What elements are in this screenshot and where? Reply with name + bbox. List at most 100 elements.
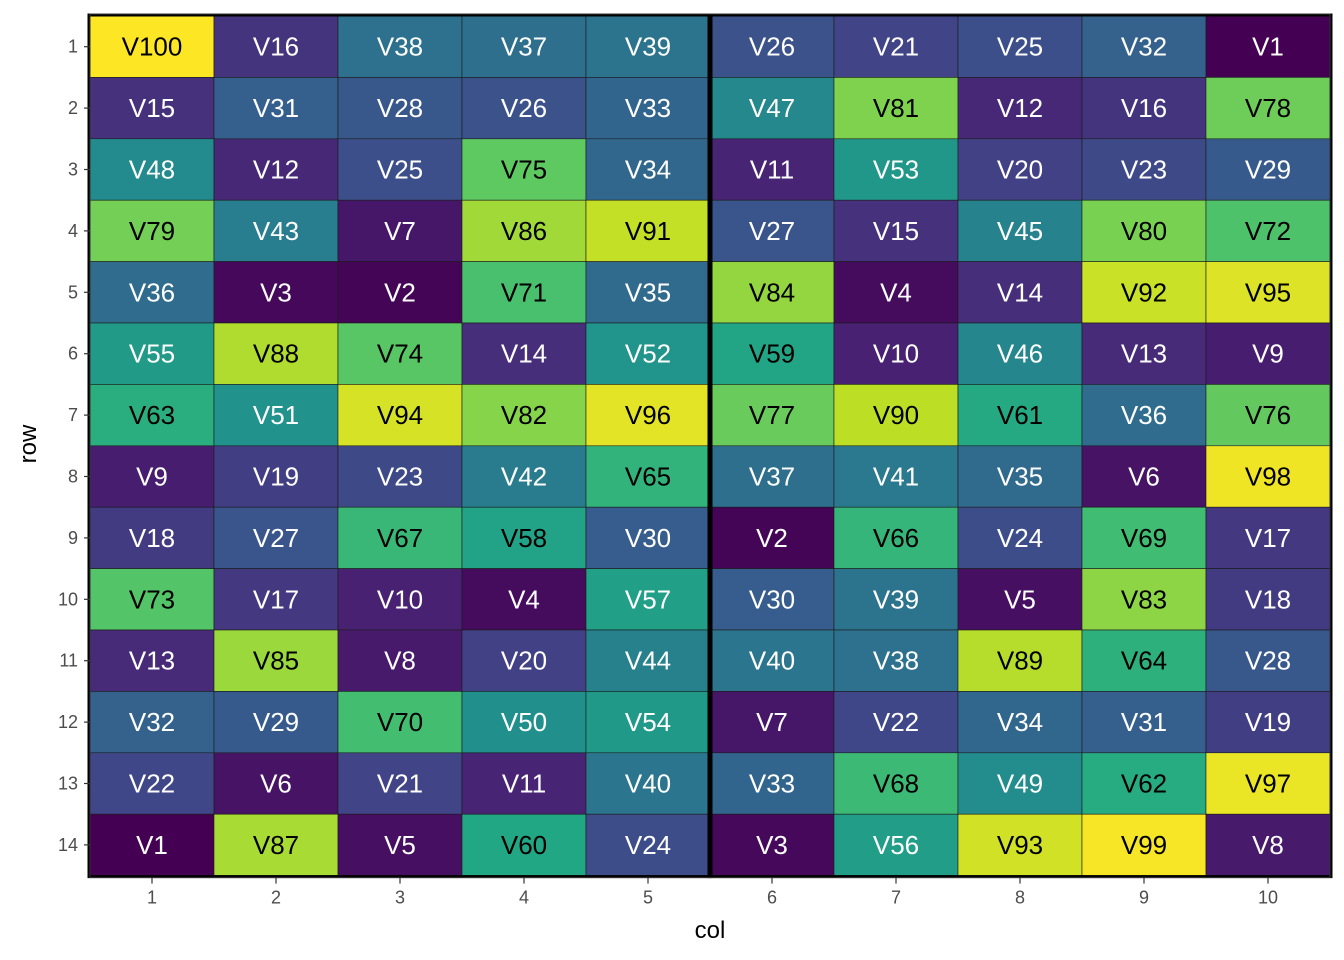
heatmap-cell bbox=[337, 568, 463, 631]
x-axis-tick-label: 2 bbox=[271, 888, 281, 908]
heatmap-cell-label: V38 bbox=[873, 646, 919, 676]
heatmap-cell bbox=[709, 568, 835, 631]
heatmap-cell bbox=[337, 445, 463, 508]
heatmap-cell-label: V96 bbox=[625, 400, 671, 430]
heatmap-cell-label: V53 bbox=[873, 155, 919, 185]
heatmap-cell bbox=[89, 261, 215, 324]
heatmap-cell bbox=[833, 199, 959, 262]
x-axis-tick-label: 8 bbox=[1015, 888, 1025, 908]
heatmap-cell-label: V56 bbox=[873, 830, 919, 860]
heatmap-cell-label: V20 bbox=[501, 646, 547, 676]
heatmap-cell-label: V49 bbox=[997, 769, 1043, 799]
heatmap-cell bbox=[709, 445, 835, 508]
heatmap-cell-label: V72 bbox=[1245, 216, 1291, 246]
heatmap-cell-label: V37 bbox=[501, 32, 547, 62]
y-axis-tick-label: 13 bbox=[58, 774, 78, 794]
y-axis-tick-label: 4 bbox=[68, 221, 78, 241]
heatmap-cell-label: V74 bbox=[377, 339, 423, 369]
heatmap-cell bbox=[337, 813, 463, 876]
y-axis-tick-label: 11 bbox=[59, 651, 78, 671]
x-axis-tick-label: 9 bbox=[1139, 888, 1149, 908]
heatmap-cell-label: V34 bbox=[625, 155, 671, 185]
heatmap-cell-label: V83 bbox=[1121, 584, 1167, 614]
heatmap-cell-label: V64 bbox=[1121, 646, 1167, 676]
heatmap-cell-label: V48 bbox=[129, 155, 175, 185]
heatmap-cell bbox=[337, 506, 463, 569]
heatmap-cell-label: V55 bbox=[129, 339, 175, 369]
heatmap-cell bbox=[709, 322, 835, 385]
heatmap-cell bbox=[709, 138, 835, 201]
heatmap-cell bbox=[1205, 384, 1331, 447]
heatmap-cell bbox=[89, 138, 215, 201]
heatmap-cell-label: V94 bbox=[377, 400, 423, 430]
heatmap-cell-label: V4 bbox=[508, 584, 540, 614]
heatmap-cell bbox=[89, 15, 215, 78]
heatmap-cell-label: V32 bbox=[1121, 32, 1167, 62]
heatmap-cells bbox=[89, 15, 1331, 876]
heatmap-cell bbox=[957, 384, 1083, 447]
heatmap-cell-label: V36 bbox=[129, 277, 175, 307]
heatmap-cell bbox=[833, 629, 959, 692]
heatmap-cell-label: V25 bbox=[377, 155, 423, 185]
heatmap-cell-label: V71 bbox=[501, 277, 547, 307]
heatmap-cell-label: V70 bbox=[377, 707, 423, 737]
heatmap-cell bbox=[461, 77, 587, 140]
plot-border bbox=[89, 13, 1331, 879]
y-axis-tick-label: 9 bbox=[68, 528, 78, 548]
heatmap-cell bbox=[957, 322, 1083, 385]
heatmap-cell-label: V27 bbox=[253, 523, 299, 553]
heatmap-cell-label: V7 bbox=[384, 216, 416, 246]
heatmap-cell bbox=[585, 629, 711, 692]
x-axis-tick-label: 7 bbox=[891, 888, 901, 908]
heatmap-cell-label: V60 bbox=[501, 830, 547, 860]
heatmap-cell-label: V62 bbox=[1121, 769, 1167, 799]
x-axis-tick-label: 3 bbox=[395, 888, 405, 908]
heatmap-cell bbox=[213, 445, 339, 508]
x-axis-title: col bbox=[695, 917, 726, 944]
heatmap-cell bbox=[1081, 77, 1207, 140]
heatmap-cell bbox=[585, 691, 711, 754]
x-axis-tick-label: 1 bbox=[147, 888, 157, 908]
heatmap-cell bbox=[213, 384, 339, 447]
panel-frame bbox=[87, 13, 713, 879]
heatmap-cell-label: V95 bbox=[1245, 277, 1291, 307]
heatmap-cell-label: V33 bbox=[749, 769, 795, 799]
heatmap-cell-label: V86 bbox=[501, 216, 547, 246]
heatmap-cell bbox=[585, 445, 711, 508]
heatmap-cell bbox=[1081, 506, 1207, 569]
heatmap-cell-label: V79 bbox=[129, 216, 175, 246]
x-axis-tick-label: 5 bbox=[643, 888, 653, 908]
heatmap-cell-label: V78 bbox=[1245, 93, 1291, 123]
heatmap-cell bbox=[1205, 629, 1331, 692]
heatmap-cell bbox=[337, 199, 463, 262]
heatmap-cell-label: V33 bbox=[625, 93, 671, 123]
heatmap-cell bbox=[213, 813, 339, 876]
heatmap-cell-label: V41 bbox=[873, 462, 919, 492]
heatmap-cell bbox=[1205, 691, 1331, 754]
heatmap-cell-label: V44 bbox=[625, 646, 671, 676]
heatmap-cell bbox=[461, 384, 587, 447]
heatmap-cell-label: V24 bbox=[997, 523, 1043, 553]
heatmap-cell-label: V31 bbox=[253, 93, 299, 123]
heatmap-cell bbox=[213, 261, 339, 324]
heatmap-cell bbox=[213, 138, 339, 201]
heatmap-cell-label: V27 bbox=[749, 216, 795, 246]
heatmap-cell-label: V26 bbox=[501, 93, 547, 123]
heatmap-cell-label: V80 bbox=[1121, 216, 1167, 246]
heatmap-cell-label: V8 bbox=[384, 646, 416, 676]
heatmap-cell bbox=[337, 752, 463, 815]
heatmap-cell bbox=[461, 199, 587, 262]
y-axis-tick-label: 12 bbox=[58, 712, 78, 732]
heatmap-cell-label: V21 bbox=[377, 769, 423, 799]
heatmap-cell-label: V66 bbox=[873, 523, 919, 553]
heatmap-cell bbox=[213, 77, 339, 140]
heatmap-cell-label: V28 bbox=[1245, 646, 1291, 676]
heatmap-cell-label: V31 bbox=[1121, 707, 1167, 737]
heatmap-cell-label: V14 bbox=[997, 277, 1043, 307]
heatmap-cell-label: V26 bbox=[749, 32, 795, 62]
y-axis-tick-label: 5 bbox=[68, 282, 78, 302]
heatmap-cell bbox=[957, 15, 1083, 78]
heatmap-cell-label: V97 bbox=[1245, 769, 1291, 799]
heatmap-cell-label: V2 bbox=[384, 277, 416, 307]
heatmap-cell-label: V6 bbox=[1128, 462, 1160, 492]
